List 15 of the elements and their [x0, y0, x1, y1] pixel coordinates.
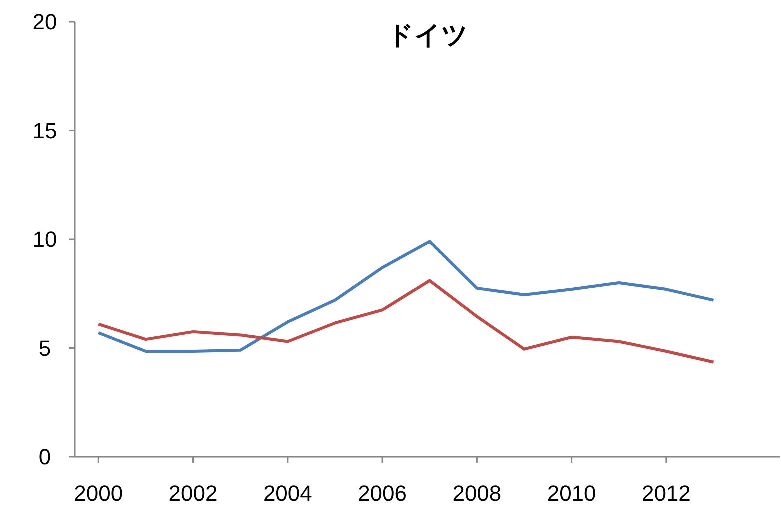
x-tick-label: 2008 [452, 481, 502, 506]
line-series [97, 279, 716, 364]
x-tick-label: 2004 [263, 481, 312, 506]
y-tick-label: 20 [32, 10, 58, 35]
chart-title: ドイツ [388, 20, 468, 50]
y-tick-label: 0 [38, 444, 52, 470]
x-tick-label: 2006 [358, 481, 408, 506]
x-tick-label: 2010 [547, 481, 596, 506]
x-tick-label: 2012 [642, 481, 691, 506]
x-tick-label: 2000 [74, 481, 124, 506]
y-tick-label: 10 [32, 227, 58, 252]
line-series [97, 240, 716, 354]
y-tick-label: 5 [38, 336, 52, 361]
x-tick-label: 2002 [168, 481, 218, 506]
y-tick-label: 15 [32, 118, 58, 144]
